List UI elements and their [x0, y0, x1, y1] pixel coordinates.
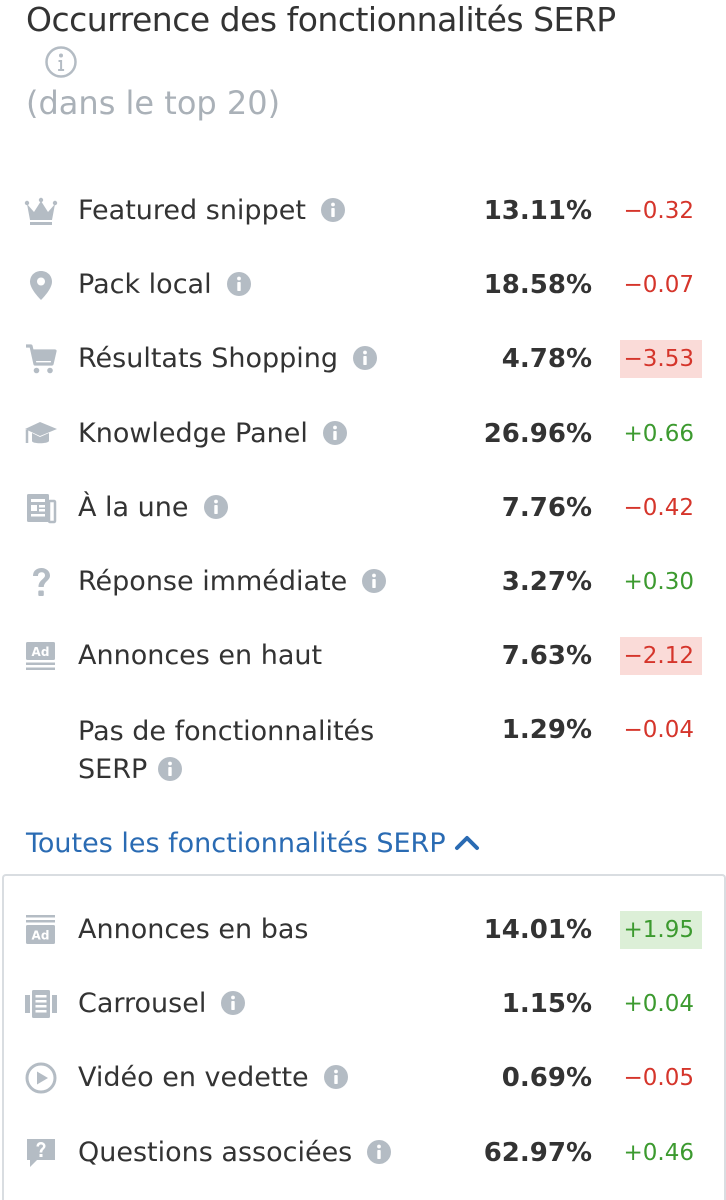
info-icon[interactable]: [320, 197, 346, 223]
ad-bottom-icon: Ad: [26, 915, 55, 944]
svg-text:Ad: Ad: [32, 929, 50, 943]
feature-row: Ad Annonces en bas 14.01% +1.95: [0, 911, 726, 973]
graduation-cap-icon: [25, 422, 57, 444]
feature-row: Questions associées 62.97% +0.46: [0, 1136, 726, 1196]
feature-percent: 13.11%: [483, 196, 592, 226]
question-mark-icon: [33, 568, 50, 596]
feature-label: Annonces en haut: [78, 640, 323, 671]
info-icon[interactable]: [220, 990, 246, 1016]
carousel-icon: [25, 990, 57, 1018]
feature-label: Annonces en bas: [78, 914, 309, 945]
feature-label: Featured snippet: [78, 195, 306, 226]
feature-row: Pack local 18.58% −0.07: [0, 268, 726, 328]
feature-label-line2: SERP: [78, 754, 148, 785]
feature-delta: −0.05: [623, 1065, 694, 1091]
feature-row: Ad Annonces en haut 7.63% −2.12: [0, 637, 726, 699]
feature-row: Carrousel 1.15% +0.04: [0, 987, 726, 1047]
feature-percent: 1.29%: [501, 715, 592, 745]
newspaper-icon: [27, 494, 57, 524]
feature-row: Pas de fonctionnalités SERP 1.29% −0.04: [0, 713, 726, 793]
info-icon[interactable]: [323, 1064, 349, 1090]
feature-delta: −3.53: [620, 340, 702, 378]
shopping-cart-icon: [26, 344, 57, 374]
svg-text:Ad: Ad: [32, 645, 50, 659]
feature-delta: −0.07: [623, 272, 694, 298]
feature-delta: −0.32: [623, 198, 694, 224]
feature-percent: 1.15%: [501, 989, 592, 1019]
feature-row: À la une 7.76% −0.42: [0, 491, 726, 551]
feature-row: Knowledge Panel 26.96% +0.66: [0, 417, 726, 477]
feature-percent: 18.58%: [483, 270, 592, 300]
feature-delta: +0.04: [623, 991, 694, 1017]
feature-row: Résultats Shopping 4.78% −3.53: [0, 340, 726, 402]
feature-percent: 0.69%: [501, 1063, 592, 1093]
feature-row: Vidéo en vedette 0.69% −0.05: [0, 1061, 726, 1121]
info-icon[interactable]: [157, 756, 183, 782]
map-pin-icon: [30, 271, 52, 300]
feature-label: Résultats Shopping: [78, 343, 339, 374]
feature-label: Questions associées: [78, 1137, 353, 1168]
feature-percent: 7.76%: [501, 493, 592, 523]
feature-label: Vidéo en vedette: [78, 1062, 309, 1093]
feature-delta: +0.30: [623, 569, 694, 595]
toggle-label: Toutes les fonctionnalités SERP: [26, 828, 446, 859]
feature-label: Réponse immédiate: [78, 566, 348, 597]
info-icon[interactable]: [226, 271, 252, 297]
info-icon[interactable]: [44, 45, 78, 79]
feature-label: Knowledge Panel: [78, 418, 308, 449]
question-bubble-icon: [27, 1139, 55, 1167]
feature-row: Featured snippet 13.11% −0.32: [0, 194, 726, 254]
feature-label-line1: Pas de fonctionnalités: [78, 716, 375, 747]
feature-delta: +0.66: [623, 421, 694, 447]
feature-delta: −0.04: [623, 717, 694, 743]
feature-percent: 7.63%: [501, 641, 592, 671]
info-icon[interactable]: [366, 1139, 392, 1165]
feature-label: À la une: [78, 492, 189, 523]
page-title: Occurrence des fonctionnalités SERP: [26, 0, 616, 39]
play-circle-icon: [25, 1062, 57, 1094]
info-icon[interactable]: [361, 568, 387, 594]
feature-percent: 14.01%: [483, 915, 592, 945]
feature-row: Réponse immédiate 3.27% +0.30: [0, 565, 726, 625]
expanded-features-panel: [2, 874, 726, 1200]
info-icon[interactable]: [203, 494, 229, 520]
ad-top-icon: Ad: [26, 642, 55, 670]
crown-icon: [24, 197, 58, 225]
feature-label: Pack local: [78, 269, 212, 300]
feature-delta: +0.46: [623, 1140, 694, 1166]
feature-delta: +1.95: [620, 911, 702, 949]
feature-percent: 62.97%: [483, 1138, 592, 1168]
info-icon[interactable]: [322, 420, 348, 446]
feature-delta: −2.12: [620, 637, 702, 675]
info-icon[interactable]: [352, 345, 378, 371]
feature-label: Carrousel: [78, 988, 207, 1019]
feature-percent: 26.96%: [483, 419, 592, 449]
page-subtitle: (dans le top 20): [26, 84, 281, 122]
feature-percent: 3.27%: [501, 567, 592, 597]
chevron-up-icon: [454, 835, 479, 850]
feature-percent: 4.78%: [501, 344, 592, 374]
all-serp-features-toggle[interactable]: Toutes les fonctionnalités SERP: [26, 828, 480, 859]
feature-delta: −0.42: [623, 495, 694, 521]
